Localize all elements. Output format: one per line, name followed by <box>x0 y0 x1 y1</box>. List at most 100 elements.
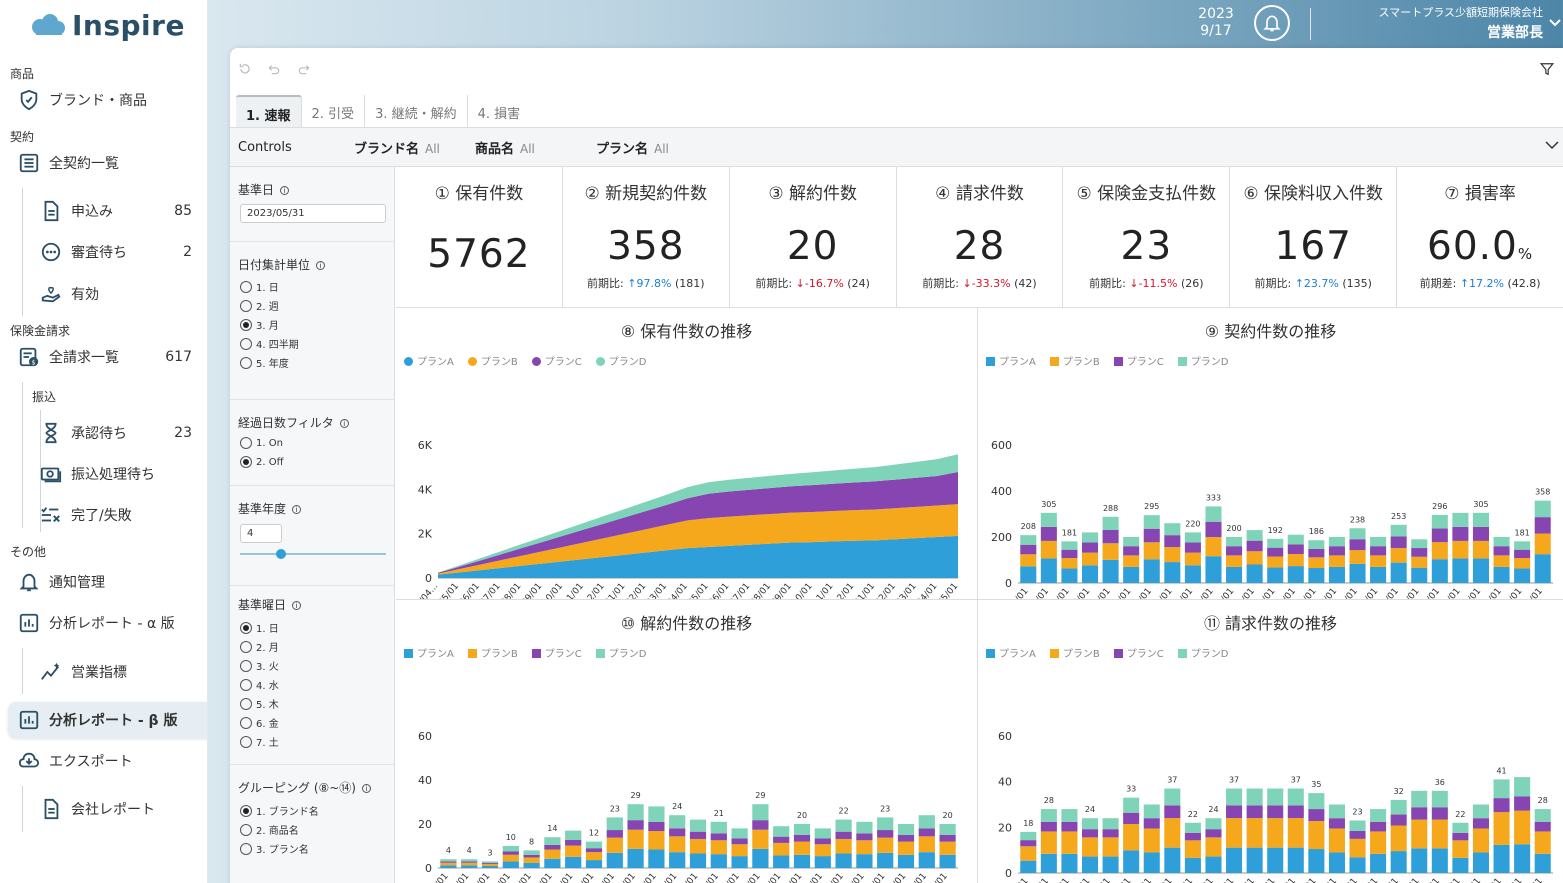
radio-option[interactable]: 7. 土 <box>240 734 279 749</box>
nav-company-report[interactable]: 会社レポート <box>40 796 192 822</box>
legend-item[interactable]: プランA <box>404 645 454 660</box>
legend-swatch <box>986 357 995 366</box>
info-icon[interactable]: i <box>339 419 349 428</box>
kpi-value-wrap: 167 <box>1230 224 1396 269</box>
nav-applications[interactable]: 申込み 85 <box>40 198 192 224</box>
radio-option[interactable]: 6. 金 <box>240 715 279 730</box>
nav-awaiting-approval[interactable]: 承認待ち 23 <box>40 420 192 446</box>
legend-item[interactable]: プランA <box>986 645 1036 660</box>
filter-product[interactable]: 商品名 All <box>475 138 580 157</box>
radio-option[interactable]: 4. 水 <box>240 677 279 692</box>
nav-active[interactable]: 有効 <box>40 281 192 307</box>
radio-option[interactable]: 5. 年度 <box>240 355 289 370</box>
fiscal-year-slider-track[interactable] <box>240 553 386 555</box>
reset-icon[interactable] <box>238 62 252 76</box>
tab-renewal-cancel[interactable]: 3. 継続・解約 <box>365 95 468 127</box>
nav-analysis-beta[interactable]: 分析レポート - β 版 <box>8 702 207 738</box>
kpi-change: ↓-16.7% <box>795 277 844 290</box>
bar-segment <box>773 826 790 837</box>
legend-item[interactable]: プランB <box>1049 645 1100 660</box>
tab-underwriting[interactable]: 2. 引受 <box>302 95 366 127</box>
legend-item[interactable]: プランB <box>467 353 518 368</box>
radio-option[interactable]: 2. Off <box>240 456 283 468</box>
kpi-title: ① 保有件数 <box>434 184 524 204</box>
radio-label: 4. 水 <box>256 681 279 692</box>
bar-segment <box>1246 788 1263 806</box>
radio-option[interactable]: 1. ブランド名 <box>240 803 319 818</box>
legend-item[interactable]: プランA <box>404 353 454 368</box>
radio-option[interactable]: 1. On <box>240 437 283 449</box>
area-chart: 02K4K6K2021/04...2021/05/012021/06/01202… <box>403 439 960 599</box>
info-icon[interactable]: i <box>292 505 302 514</box>
legend-item[interactable]: プランC <box>1113 645 1164 660</box>
app-logo[interactable]: Inspire <box>30 8 185 42</box>
fiscal-year-input[interactable]: 4 <box>240 524 282 543</box>
base-date-input[interactable]: 2023/05/31 <box>240 204 386 223</box>
redo-icon[interactable] <box>296 62 312 76</box>
bar-segment <box>793 824 811 835</box>
nav-analysis-alpha[interactable]: 分析レポート - α 版 <box>18 610 198 636</box>
nav-export[interactable]: エクスポート <box>18 748 198 774</box>
nav-under-review[interactable]: 審査待ち 2 <box>40 239 192 265</box>
legend-item[interactable]: プランC <box>531 645 582 660</box>
radio-option[interactable]: 4. 四半期 <box>240 336 299 351</box>
radio-option[interactable]: 3. プラン名 <box>240 841 309 856</box>
info-icon[interactable]: i <box>292 601 302 610</box>
radio-option[interactable]: 1. 日 <box>240 279 279 294</box>
nav-complete-failed[interactable]: 完了/失敗 <box>40 502 192 528</box>
notification-button[interactable] <box>1254 5 1290 41</box>
filter-icon[interactable] <box>1540 62 1554 76</box>
nav-notifications[interactable]: 通知管理 <box>18 569 198 595</box>
legend-item[interactable]: プランB <box>1049 353 1100 368</box>
radio-option[interactable]: 5. 木 <box>240 696 279 711</box>
document-icon <box>44 798 59 820</box>
info-icon[interactable]: i <box>362 784 371 793</box>
chart-legend[interactable]: プランA プランB プランC プランD <box>986 353 1228 368</box>
radio-option[interactable]: 3. 月 <box>240 317 279 332</box>
radio-option[interactable]: 2. 月 <box>240 639 279 654</box>
fiscal-year-slider-handle[interactable] <box>275 549 286 559</box>
legend-item[interactable]: プランD <box>1177 645 1228 660</box>
radio-option[interactable]: 1. 日 <box>240 620 279 635</box>
undo-icon[interactable] <box>266 62 282 76</box>
tab-loss[interactable]: 4. 損害 <box>477 107 521 122</box>
legend-item[interactable]: プランD <box>595 353 646 368</box>
bar-segment <box>1143 542 1160 560</box>
bar-segment <box>1431 542 1448 560</box>
nav-transfer-processing[interactable]: 振込処理待ち <box>40 461 192 487</box>
bar-segment <box>1349 830 1366 839</box>
legend-item[interactable]: プランC <box>531 353 582 368</box>
chevron-down-icon[interactable] <box>1545 140 1559 150</box>
radio-circle-icon <box>240 804 252 817</box>
bar-segment <box>1493 798 1510 813</box>
chart-legend[interactable]: プランA プランB プランC プランD <box>404 353 646 368</box>
nav-transfer-group[interactable]: 振込 <box>32 383 132 409</box>
legend-item[interactable]: プランD <box>595 645 646 660</box>
radio-option[interactable]: 2. 商品名 <box>240 822 299 837</box>
chart-legend[interactable]: プランA プランB プランC プランD <box>404 645 646 660</box>
legend-item[interactable]: プランD <box>1177 353 1228 368</box>
nav-all-contracts[interactable]: 全契約一覧 <box>18 150 198 176</box>
nav-brand-product[interactable]: ブランド・商品 <box>18 87 198 113</box>
bar-segment <box>1472 512 1490 527</box>
user-role[interactable]: 営業部長 <box>1487 25 1543 41</box>
legend-item[interactable]: プランA <box>986 353 1036 368</box>
kpi-title: ② 新規契約件数 <box>584 184 708 204</box>
bar-segment <box>565 856 582 868</box>
radio-option[interactable]: 3. 火 <box>240 658 279 673</box>
tab-flash[interactable]: 1. 速報 <box>236 95 302 127</box>
chevron-down-icon[interactable] <box>1549 18 1561 28</box>
bar-segment <box>1246 551 1263 565</box>
data-label: 23 <box>880 804 890 813</box>
chart-legend[interactable]: プランA プランB プランC プランD <box>986 645 1228 660</box>
legend-item[interactable]: プランC <box>1113 353 1164 368</box>
filter-brand[interactable]: ブランド名 All <box>354 138 459 157</box>
nav-all-claims[interactable]: $ 全請求一覧 617 <box>18 344 192 370</box>
radio-option[interactable]: 2. 週 <box>240 298 279 313</box>
nav-sales-metrics[interactable]: 営業指標 <box>40 659 192 685</box>
info-icon[interactable]: i <box>280 186 290 195</box>
bar-segment <box>1184 542 1201 553</box>
filter-plan[interactable]: プラン名 All <box>596 138 701 157</box>
legend-item[interactable]: プランB <box>467 645 518 660</box>
info-icon[interactable]: i <box>316 261 326 270</box>
